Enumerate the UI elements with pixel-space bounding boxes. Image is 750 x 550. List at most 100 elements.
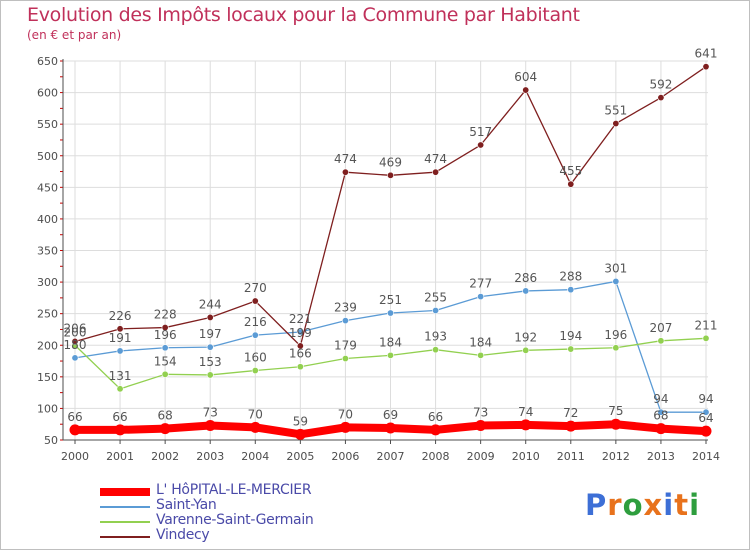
data-label-varenne-saint-germain-2001: 131 <box>109 369 132 383</box>
x-tick-label-2009: 2009 <box>467 450 495 463</box>
point-varenne-saint-germain-2005 <box>296 363 304 371</box>
point-saint-yan-2013 <box>657 408 665 416</box>
legend-label-vindecy: Vindecy <box>156 527 210 543</box>
data-label-vindecy-2003: 244 <box>199 297 222 311</box>
y-tick-label-50: 50 <box>44 434 58 447</box>
data-label-vindecy-2006: 474 <box>334 152 357 166</box>
data-label-vindecy-2001: 226 <box>109 309 132 323</box>
point-varenne-saint-germain-2001 <box>116 385 124 393</box>
x-tick-label-2013: 2013 <box>647 450 675 463</box>
point-vindecy-2000 <box>71 337 79 345</box>
data-label-varenne-saint-germain-2009: 184 <box>469 335 492 349</box>
point-l-h-pital-le-mercier-2004 <box>249 421 261 433</box>
x-tick-label-2002: 2002 <box>151 450 179 463</box>
data-label-saint-yan-2002: 196 <box>154 328 177 342</box>
series-lines <box>69 63 712 440</box>
data-label-l-h-pital-le-mercier-2006: 70 <box>338 407 353 421</box>
point-saint-yan-2010 <box>522 287 530 295</box>
point-vindecy-2009 <box>477 141 485 149</box>
y-tick-label-300: 300 <box>37 276 58 289</box>
x-tick-label-2007: 2007 <box>377 450 405 463</box>
data-label-vindecy-2012: 551 <box>604 104 627 118</box>
data-label-vindecy-2004: 270 <box>244 281 267 295</box>
point-l-h-pital-le-mercier-2000 <box>69 424 81 436</box>
point-varenne-saint-germain-2003 <box>206 371 214 379</box>
data-label-varenne-saint-germain-2010: 192 <box>514 330 537 344</box>
data-label-vindecy-2007: 469 <box>379 155 402 169</box>
y-tick-label-150: 150 <box>37 371 58 384</box>
point-varenne-saint-germain-2013 <box>657 337 665 345</box>
data-label-vindecy-2011: 455 <box>559 164 582 178</box>
data-label-varenne-saint-germain-2006: 179 <box>334 339 357 353</box>
point-l-h-pital-le-mercier-2003 <box>204 419 216 431</box>
data-label-l-h-pital-le-mercier-2002: 68 <box>158 409 173 423</box>
data-label-saint-yan-2001: 191 <box>109 331 132 345</box>
logo-letter: r <box>607 488 623 522</box>
point-l-h-pital-le-mercier-2010 <box>520 419 532 431</box>
legend-label-varenne-saint-germain: Varenne-Saint-Germain <box>156 512 314 528</box>
data-labels: 180 191 196 197 216 221 239 251 255 277 286 288 301 9… <box>64 47 718 429</box>
data-label-l-h-pital-le-mercier-2001: 66 <box>112 410 127 424</box>
legend-swatch-l-h-pital-le-mercier <box>100 488 150 496</box>
x-tick-label-2014: 2014 <box>692 450 720 463</box>
point-vindecy-2003 <box>206 313 214 321</box>
point-l-h-pital-le-mercier-2012 <box>610 418 622 430</box>
y-tick-label-250: 250 <box>37 308 58 321</box>
data-label-varenne-saint-germain-2004: 160 <box>244 351 267 365</box>
point-vindecy-2007 <box>386 171 394 179</box>
point-l-h-pital-le-mercier-2006 <box>339 421 351 433</box>
x-tick-label-2012: 2012 <box>602 450 630 463</box>
data-label-vindecy-2010: 604 <box>514 70 537 84</box>
legend-label-saint-yan: Saint-Yan <box>156 497 217 513</box>
point-vindecy-2012 <box>612 120 620 128</box>
data-label-l-h-pital-le-mercier-2013: 68 <box>653 409 668 423</box>
data-label-saint-yan-2010: 286 <box>514 271 537 285</box>
data-label-vindecy-2008: 474 <box>424 152 447 166</box>
data-label-l-h-pital-le-mercier-2011: 72 <box>563 406 578 420</box>
data-label-l-h-pital-le-mercier-2003: 73 <box>203 405 218 419</box>
x-tick-label-2008: 2008 <box>422 450 450 463</box>
data-label-varenne-saint-germain-2000: 200 <box>64 325 87 339</box>
data-label-saint-yan-2003: 197 <box>199 327 222 341</box>
data-label-varenne-saint-germain-2008: 193 <box>424 330 447 344</box>
y-tick-label-650: 650 <box>37 55 58 68</box>
x-tick-label-2010: 2010 <box>512 450 540 463</box>
point-varenne-saint-germain-2004 <box>251 367 259 375</box>
data-label-vindecy-2000: 206 <box>64 321 87 335</box>
data-label-l-h-pital-le-mercier-2000: 66 <box>67 410 82 424</box>
data-label-saint-yan-2009: 277 <box>469 277 492 291</box>
x-tick-label-2011: 2011 <box>557 450 585 463</box>
data-label-vindecy-2013: 592 <box>649 78 672 92</box>
legend-swatch-vindecy <box>100 536 150 538</box>
data-label-varenne-saint-germain-2012: 196 <box>604 328 627 342</box>
x-tick-label-2000: 2000 <box>61 450 89 463</box>
data-label-saint-yan-2014: 94 <box>698 392 713 406</box>
data-label-saint-yan-2005: 221 <box>289 312 312 326</box>
logo-letter: o <box>622 488 644 522</box>
logo-letter: t <box>674 488 690 522</box>
point-l-h-pital-le-mercier-2011 <box>565 420 577 432</box>
x-tick-label-2006: 2006 <box>331 450 359 463</box>
data-label-varenne-saint-germain-2011: 194 <box>559 329 582 343</box>
point-varenne-saint-germain-2002 <box>161 370 169 378</box>
y-tick-label-450: 450 <box>37 181 58 194</box>
data-label-vindecy-2014: 641 <box>695 47 718 61</box>
data-label-l-h-pital-le-mercier-2009: 73 <box>473 405 488 419</box>
point-saint-yan-2001 <box>116 347 124 355</box>
point-l-h-pital-le-mercier-2001 <box>114 424 126 436</box>
point-vindecy-2001 <box>116 325 124 333</box>
point-varenne-saint-germain-2014 <box>702 334 710 342</box>
proxiti-logo: Proxiti <box>585 488 700 522</box>
y-tick-label-400: 400 <box>37 213 58 226</box>
data-label-l-h-pital-le-mercier-2012: 75 <box>608 404 623 418</box>
data-label-l-h-pital-le-mercier-2007: 69 <box>383 408 398 422</box>
data-label-saint-yan-2000: 180 <box>64 338 87 352</box>
chart-title: Evolution des Impôts locaux pour la Comm… <box>27 4 580 26</box>
point-varenne-saint-germain-2010 <box>522 346 530 354</box>
point-varenne-saint-germain-2009 <box>477 351 485 359</box>
point-saint-yan-2008 <box>432 307 440 315</box>
point-vindecy-2011 <box>567 180 575 188</box>
data-label-saint-yan-2007: 251 <box>379 293 402 307</box>
point-l-h-pital-le-mercier-2013 <box>655 423 667 435</box>
data-label-varenne-saint-germain-2014: 211 <box>695 318 718 332</box>
